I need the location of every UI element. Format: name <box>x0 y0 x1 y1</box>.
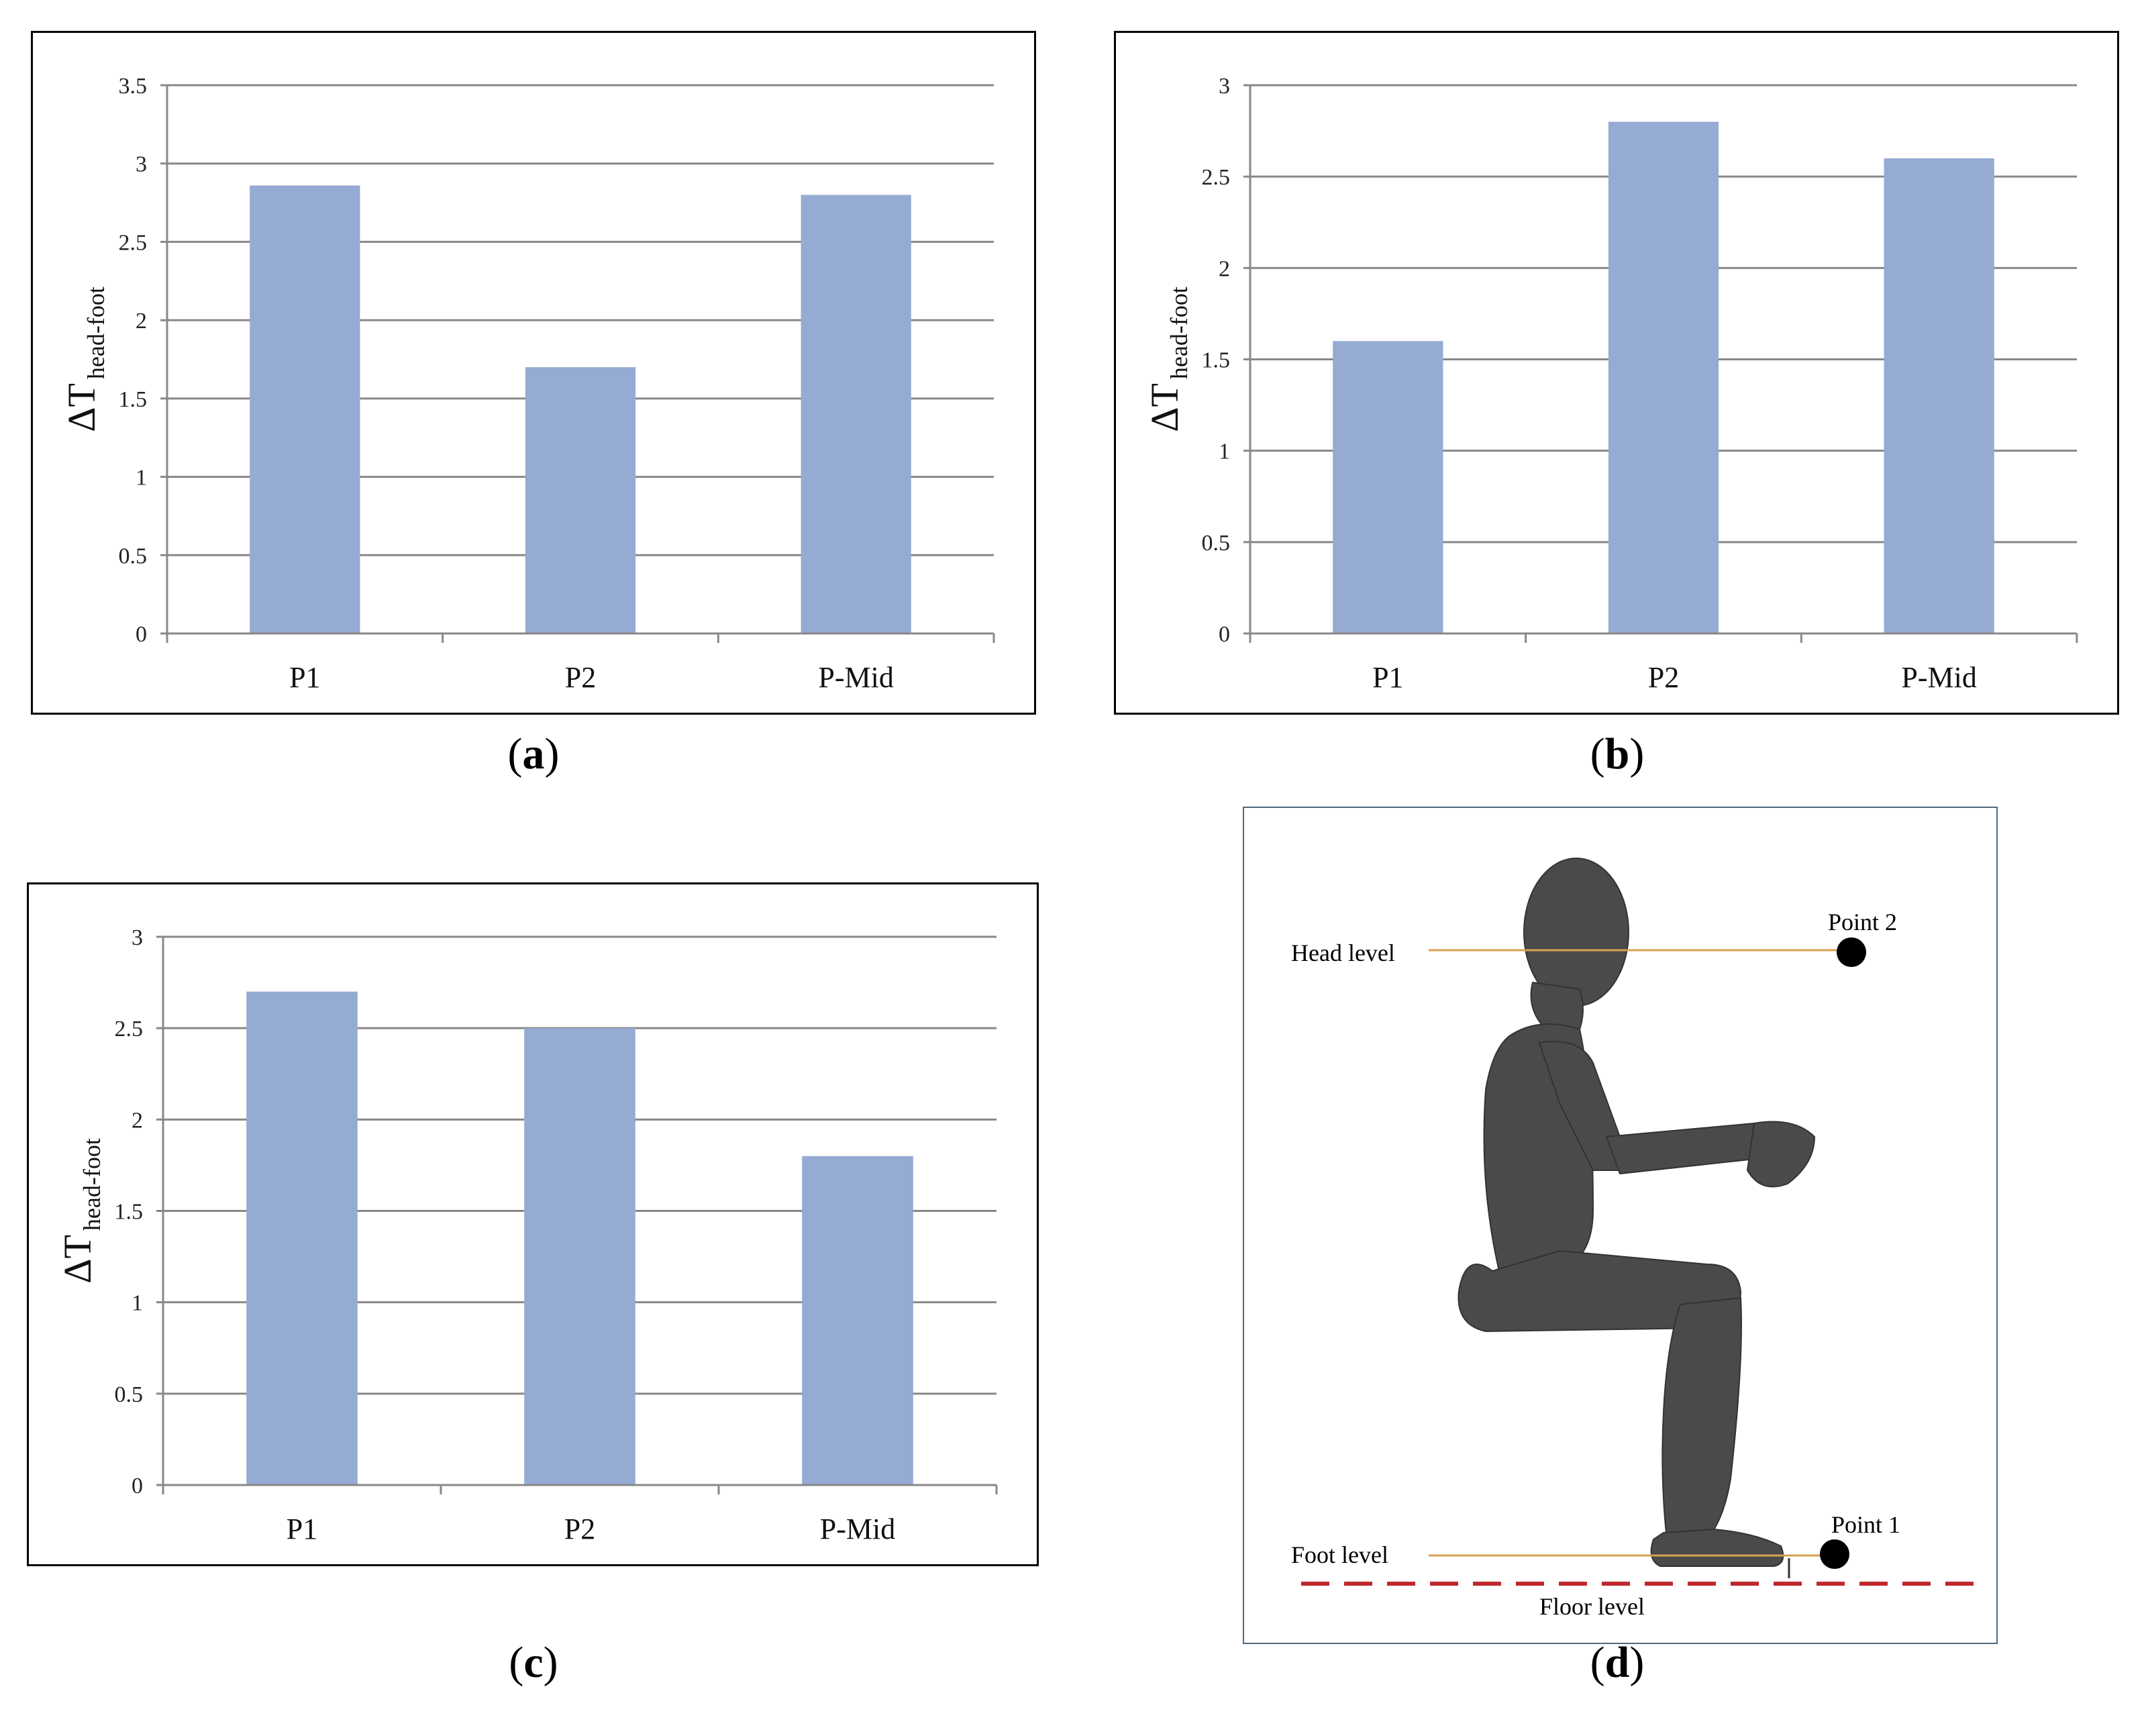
bar-p-mid <box>802 1156 913 1485</box>
chart-c: 0 0.5 1 1.5 2 2.5 3 P1 P2 P-Mid ΔThead-foot <box>56 925 998 1545</box>
y-tick-label: 0.5 <box>119 544 148 568</box>
point-1-label: Point 1 <box>1831 1511 1900 1538</box>
chart-b: 0 0.5 1 1.5 2 2.5 3 P1 P2 P-Mid ΔThead-foot <box>1143 74 2078 694</box>
x-tick-label: P-Mid <box>820 1513 895 1545</box>
y-tick-label: 2 <box>132 1108 143 1133</box>
y-tick-label: 1 <box>136 466 147 491</box>
y-tick-label: 2.5 <box>115 1017 144 1041</box>
y-tick-label: 0 <box>1219 622 1230 647</box>
floor-level-label: Floor level <box>1539 1593 1645 1620</box>
y-axis-label: ΔThead-foot <box>1143 287 1192 432</box>
bar-p-mid <box>1884 158 1994 633</box>
y-tick-label: 2.5 <box>119 230 148 255</box>
bar-p-mid <box>801 195 911 633</box>
bar-p1 <box>246 991 358 1485</box>
foot-level-label: Foot level <box>1291 1541 1388 1568</box>
y-tick-label: 0.5 <box>115 1382 144 1407</box>
x-tick-label: P2 <box>564 1513 595 1545</box>
y-tick-label: 1.5 <box>115 1200 144 1225</box>
x-tick-label: P-Mid <box>818 661 893 694</box>
y-axis-label: ΔThead-foot <box>60 287 109 432</box>
chart-c-panel: 0 0.5 1 1.5 2 2.5 3 P1 P2 P-Mid ΔThead-foot <box>27 882 1039 1566</box>
x-tick-label: P1 <box>289 661 320 694</box>
x-tick-label: P1 <box>1372 661 1403 694</box>
panel-label-a: (a) <box>507 729 560 778</box>
bar-p2 <box>1608 121 1719 633</box>
y-tick-label: 0 <box>132 1474 143 1498</box>
diagram-d-panel: Head level Foot level Floor level Point … <box>1243 807 1998 1644</box>
y-tick-label: 0 <box>136 622 147 647</box>
chart-b-panel: 0 0.5 1 1.5 2 2.5 3 P1 P2 P-Mid ΔThead-foot <box>1114 31 2119 715</box>
point-2-label: Point 2 <box>1828 909 1897 935</box>
panel-label-d: (d) <box>1590 1638 1645 1687</box>
chart-a-panel: 0 0.5 1 1.5 2 2.5 3 3.5 P1 P2 P-Mid ΔThead-foot <box>31 31 1036 715</box>
y-axis-label: ΔThead-foot <box>56 1138 105 1284</box>
y-tick-label: 1.5 <box>1202 348 1231 373</box>
y-tick-label: 3 <box>1219 74 1230 99</box>
y-tick-label: 1.5 <box>119 387 148 412</box>
panel-label-c: (c) <box>509 1638 558 1687</box>
x-tick-label: P-Mid <box>1901 661 1976 694</box>
head-level-label: Head level <box>1291 939 1395 966</box>
y-tick-label: 1 <box>1219 440 1230 464</box>
seated-human-figure <box>1457 858 1816 1567</box>
seated-figure-diagram: Head level Foot level Floor level Point … <box>1291 858 1976 1620</box>
y-tick-label: 2 <box>136 309 147 334</box>
bar-p2 <box>524 1028 635 1485</box>
bar-p2 <box>525 367 636 633</box>
y-tick-label: 3 <box>136 152 147 177</box>
bar-p1 <box>1333 341 1443 633</box>
y-tick-label: 1 <box>132 1291 143 1316</box>
y-tick-label: 3 <box>132 925 143 950</box>
x-tick-label: P1 <box>287 1513 317 1545</box>
y-tick-label: 2.5 <box>1202 165 1231 190</box>
panel-label-b: (b) <box>1590 729 1645 778</box>
bar-p1 <box>250 185 360 633</box>
point-2-marker <box>1837 937 1866 967</box>
y-tick-label: 0.5 <box>1202 531 1231 556</box>
x-tick-label: P2 <box>1648 661 1679 694</box>
chart-a: 0 0.5 1 1.5 2 2.5 3 3.5 P1 P2 P-Mid ΔThead-foot <box>60 74 995 694</box>
y-tick-label: 3.5 <box>119 74 148 99</box>
x-tick-label: P2 <box>565 661 596 694</box>
point-1-marker <box>1820 1539 1849 1569</box>
y-tick-label: 2 <box>1219 256 1230 281</box>
